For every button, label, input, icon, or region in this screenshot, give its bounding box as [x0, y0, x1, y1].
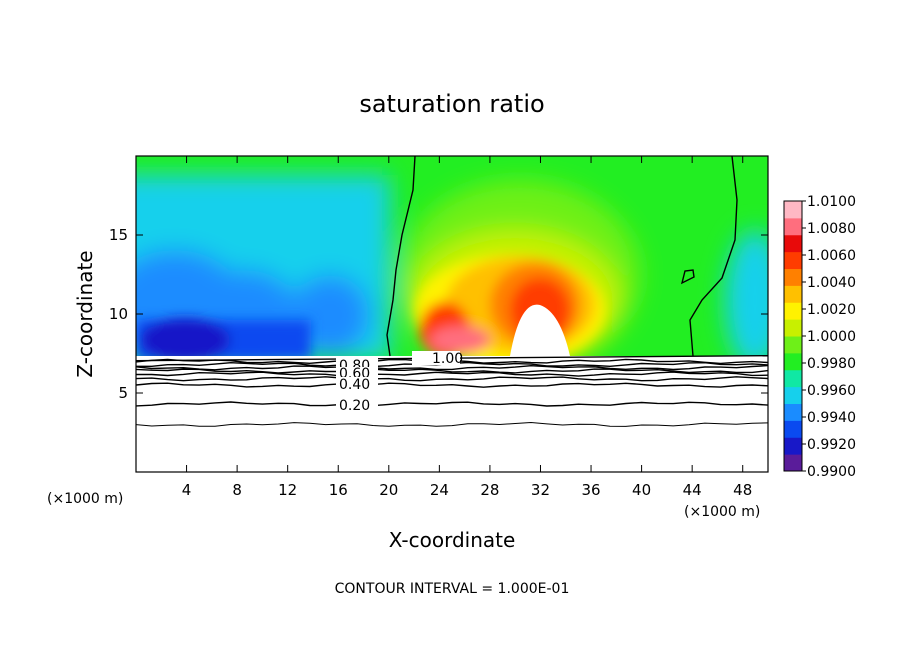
colorbar-segment [784, 437, 802, 455]
lower-contour-line [136, 382, 768, 388]
colorbar-segment [784, 403, 802, 421]
colorbar: 0.9900 0.9920 0.9940 0.9960 0.9980 1.0000 1.00… [783, 194, 856, 480]
x-tick-label: 44 [683, 481, 702, 499]
x-tick-label: 32 [531, 481, 550, 499]
x-unit-left: (×1000 m) [47, 491, 123, 507]
colorbar-tick-label: 1.0060 [807, 248, 856, 264]
y-tick-label: 5 [118, 384, 128, 402]
colorbar-segment [784, 217, 802, 236]
x-tick-label: 36 [581, 481, 600, 499]
lower-layer [136, 356, 768, 472]
lower-contour-line [136, 421, 768, 427]
colorbar-tick-label: 1.0000 [807, 329, 856, 345]
colorbar-segment [784, 268, 802, 286]
contour-1.00-left [386, 156, 416, 357]
colorbar-segment [784, 352, 802, 371]
contour-1.00-island [680, 269, 695, 285]
x-tick-label: 24 [430, 481, 449, 499]
colorbar-segment [784, 336, 802, 354]
colorbar-tick-label: 0.9940 [807, 410, 856, 426]
plot-area [136, 156, 768, 472]
x-tick-label: 48 [733, 481, 752, 499]
footer-text: CONTOUR INTERVAL = 1.000E-01 [335, 581, 570, 597]
colorbar-segment [784, 251, 802, 270]
lower-contour-line [136, 368, 768, 374]
lower-contour-line [136, 376, 768, 382]
y-tick-label: 15 [109, 226, 128, 244]
contour-label-1.00: 1.00 [432, 351, 463, 367]
lower-contour-line [136, 401, 768, 407]
colorbar-tick-label: 1.0020 [807, 302, 856, 318]
colorbar-tick-label: 0.9900 [807, 464, 856, 480]
y-tick-label: 10 [109, 305, 128, 323]
colorbar-segment [784, 234, 802, 253]
x-tick-label: 4 [182, 481, 192, 499]
contour-label-0.20: 0.20 [339, 398, 370, 414]
colorbar-segment [784, 454, 802, 472]
colorbar-segment [784, 302, 802, 320]
contour-label-0.40: 0.40 [339, 377, 370, 393]
colorbar-tick-label: 0.9920 [807, 437, 856, 453]
x-tick-label: 40 [632, 481, 651, 499]
colorbar-segment [784, 369, 802, 388]
x-tick-label: 8 [232, 481, 242, 499]
lower-contour-line [136, 371, 768, 377]
colorbar-segment [784, 319, 802, 337]
x-tick-label: 20 [379, 481, 398, 499]
field-dry-base-core [140, 318, 230, 362]
y-axis-label: Z-coordinate [73, 250, 97, 377]
lower-contour-line [136, 364, 768, 371]
saturation-field [136, 156, 768, 472]
colorbar-tick-label: 1.0080 [807, 221, 856, 237]
x-unit-right: (×1000 m) [684, 504, 760, 520]
colorbar-segment [784, 285, 802, 303]
y-axis-ticks: 5 10 15 [109, 226, 768, 402]
field-moist-pink [430, 326, 490, 354]
colorbar-tick-label: 0.9980 [807, 356, 856, 372]
x-tick-label: 12 [278, 481, 297, 499]
colorbar-segment [784, 420, 802, 438]
contour-labels: 1.00 0.80 0.60 0.40 0.20 [336, 351, 463, 414]
field-dry-right [725, 230, 768, 370]
colorbar-tick-label: 1.0100 [807, 194, 856, 210]
contour-1.00-right [689, 156, 738, 357]
colorbar-tick-label: 0.9960 [807, 383, 856, 399]
field-supersaturated-dome [510, 304, 570, 356]
colorbar-tick-label: 1.0040 [807, 275, 856, 291]
x-tick-label: 28 [480, 481, 499, 499]
colorbar-segment [784, 386, 802, 405]
x-tick-label: 16 [329, 481, 348, 499]
colorbar-segment [784, 201, 802, 219]
x-axis-ticks: 4 8 12 16 20 24 28 32 36 40 44 48 [182, 156, 752, 499]
x-axis-label: X-coordinate [389, 528, 516, 552]
chart-title: saturation ratio [359, 90, 544, 118]
